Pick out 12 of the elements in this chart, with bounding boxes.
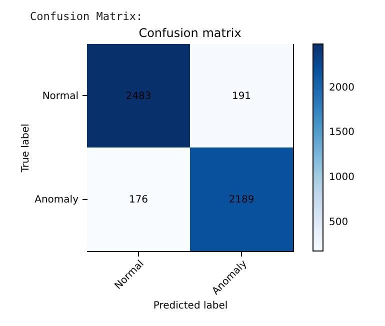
color-bar-label: 2000 [329, 82, 354, 94]
color-bar-label: 1000 [329, 172, 354, 184]
data-label: 191 [232, 90, 252, 102]
data-label: 2189 [228, 194, 254, 206]
color-bar-label: 1500 [329, 127, 354, 138]
chart-title: Confusion matrix [138, 26, 242, 40]
x-axis-title: Predicted label [153, 300, 228, 312]
text: Confusion Matrix: [30, 10, 143, 23]
color-bar-label: 500 [329, 216, 348, 228]
y-axis-title: True label [20, 124, 32, 174]
data-label: 176 [128, 194, 148, 206]
data-label: 2483 [126, 90, 152, 102]
